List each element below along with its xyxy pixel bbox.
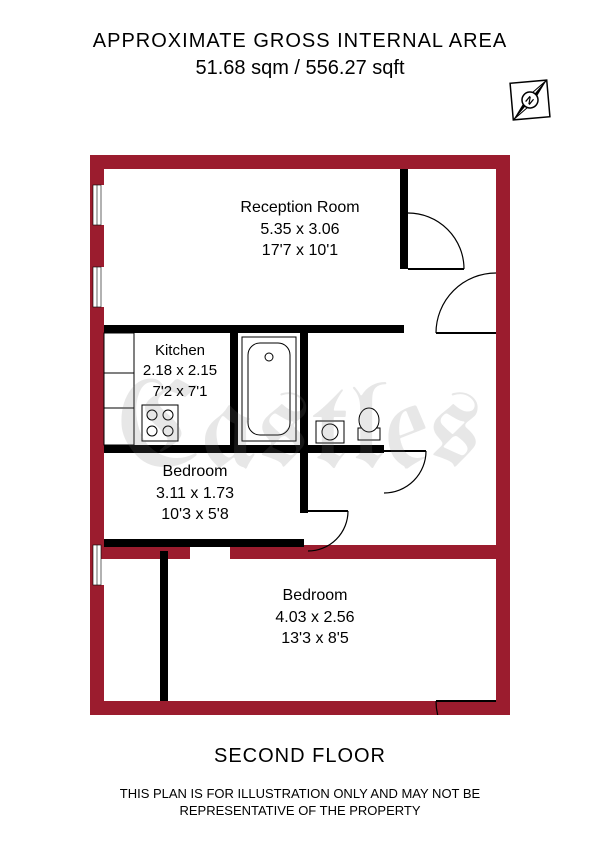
kitchen-label: Kitchen 2.18 x 2.15 7'2 x 7'1 [130, 341, 230, 402]
compass-icon: N [500, 70, 560, 130]
reception-label: Reception Room 5.35 x 3.06 17'7 x 10'1 [210, 197, 390, 262]
header-title: APPROXIMATE GROSS INTERNAL AREA [0, 30, 600, 53]
footer: SECOND FLOOR THIS PLAN IS FOR ILLUSTRATI… [0, 745, 600, 820]
floor-label: SECOND FLOOR [0, 745, 600, 768]
bedroom2-label: Bedroom 4.03 x 2.56 13'3 x 8'5 [240, 585, 390, 650]
floorplan: Castles Reception Room 5.35 x 3.06 17'7 … [90, 155, 510, 715]
bedroom1-label: Bedroom 3.11 x 1.73 10'3 x 5'8 [135, 461, 255, 526]
disclaimer: THIS PLAN IS FOR ILLUSTRATION ONLY AND M… [0, 786, 600, 820]
